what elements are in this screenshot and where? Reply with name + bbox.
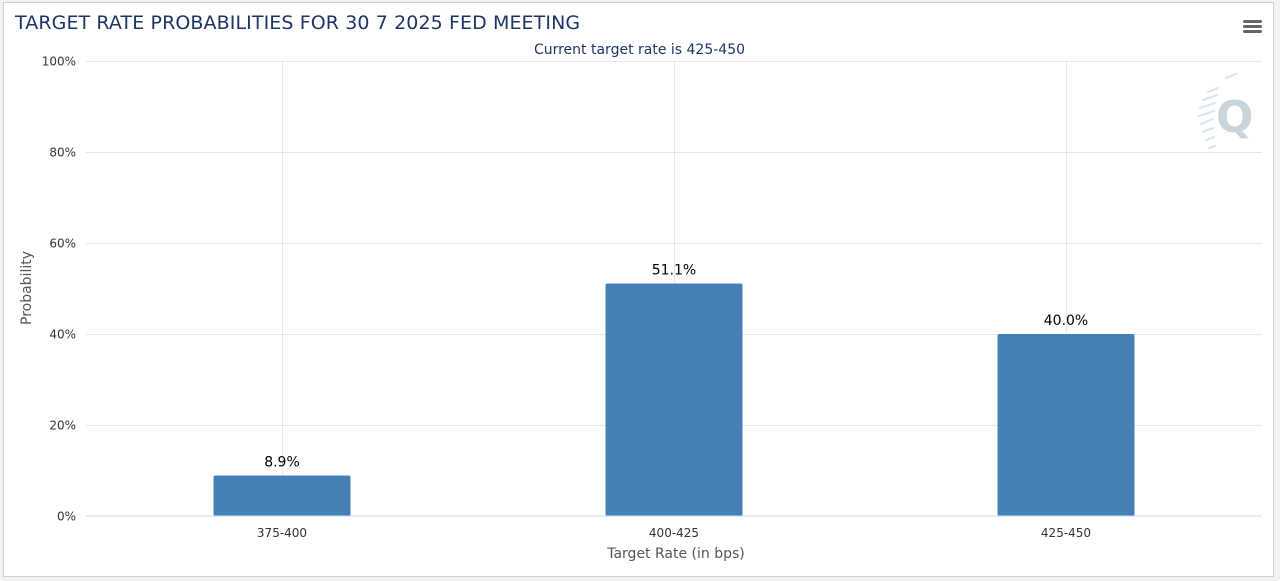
x-axis-ticks: 375-400 400-425 425-450 (257, 526, 1091, 540)
data-label: 51.1% (652, 262, 696, 278)
x-tick-label: 425-450 (1041, 526, 1091, 540)
chart-subtitle: Current target rate is 425-450 (533, 42, 746, 58)
y-tick-label: 40% (49, 328, 76, 342)
y-axis-ticks: 0% 20% 40% 60% 80% 100% (42, 55, 76, 524)
hamburger-menu-icon[interactable] (1242, 18, 1263, 36)
bar-425-450[interactable] (997, 334, 1135, 516)
svg-text:Q: Q (1216, 92, 1253, 143)
data-label: 8.9% (264, 455, 300, 471)
data-labels: 8.9% 51.1% 40.0% (264, 262, 1088, 470)
x-axis-title: Target Rate (in bps) (606, 546, 745, 562)
x-tick-label: 400-425 (649, 526, 699, 540)
chart-title: TARGET RATE PROBABILITIES FOR 30 7 2025 … (15, 12, 581, 34)
x-tick-label: 375-400 (257, 526, 307, 540)
y-tick-label: 80% (49, 146, 76, 160)
y-tick-label: 100% (42, 55, 76, 69)
y-tick-label: 60% (49, 237, 76, 251)
y-axis-title: Probability (19, 251, 35, 325)
y-tick-label: 20% (49, 419, 76, 433)
bar-375-400[interactable] (213, 475, 351, 516)
bar-400-425[interactable] (605, 283, 743, 516)
q-logo-icon: Q (1198, 73, 1253, 149)
y-tick-label: 0% (57, 510, 76, 524)
bars (213, 283, 1135, 516)
data-label: 40.0% (1044, 313, 1088, 329)
